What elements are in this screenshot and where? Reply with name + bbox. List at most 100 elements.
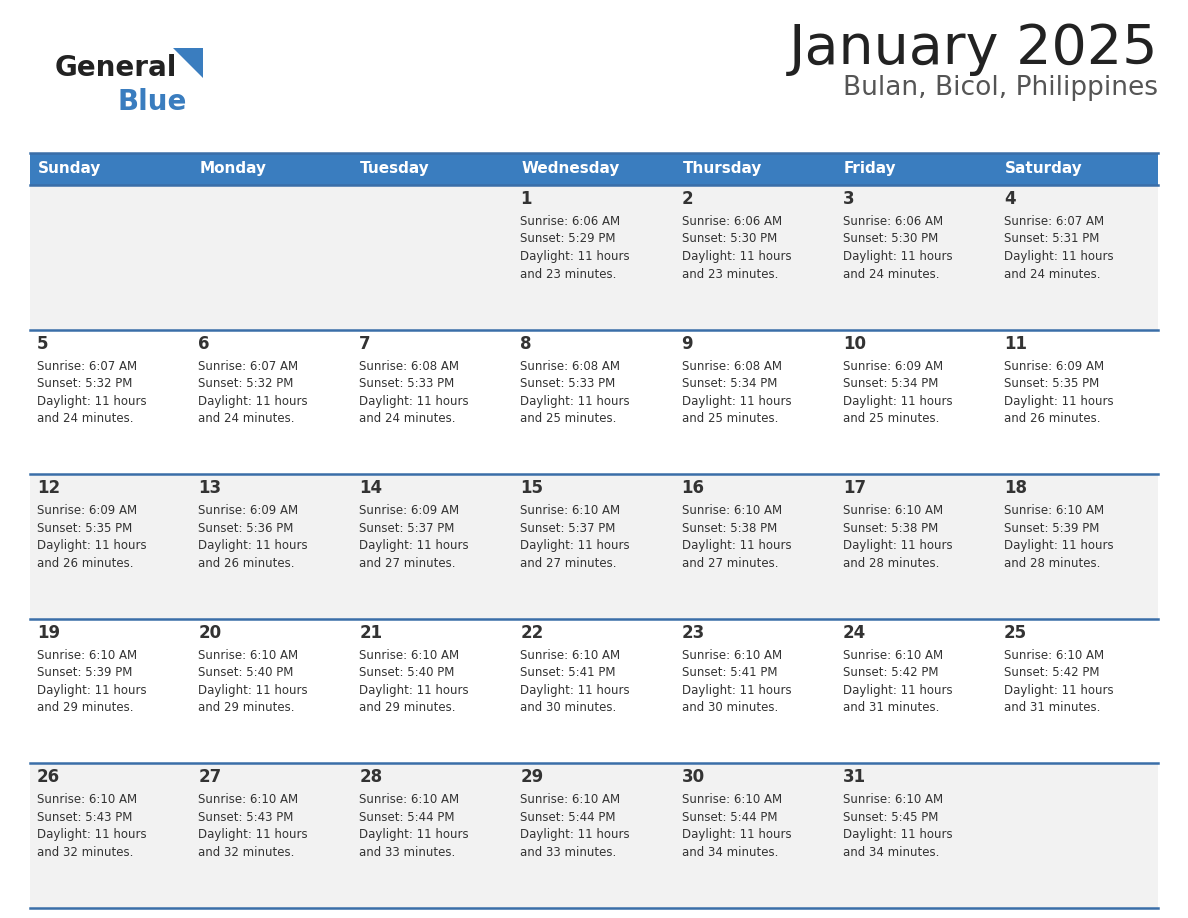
- Text: and 24 minutes.: and 24 minutes.: [198, 412, 295, 425]
- Text: Daylight: 11 hours: Daylight: 11 hours: [842, 828, 953, 842]
- Text: Sunrise: 6:08 AM: Sunrise: 6:08 AM: [682, 360, 782, 373]
- Text: Sunset: 5:44 PM: Sunset: 5:44 PM: [520, 811, 615, 823]
- Text: 27: 27: [198, 768, 221, 787]
- Text: 28: 28: [359, 768, 383, 787]
- Text: Sunrise: 6:09 AM: Sunrise: 6:09 AM: [842, 360, 943, 373]
- Text: Daylight: 11 hours: Daylight: 11 hours: [842, 684, 953, 697]
- Text: 6: 6: [198, 334, 209, 353]
- Text: Sunrise: 6:10 AM: Sunrise: 6:10 AM: [842, 504, 943, 517]
- Bar: [191, 475, 353, 619]
- Text: 22: 22: [520, 624, 544, 642]
- Text: and 33 minutes.: and 33 minutes.: [359, 845, 455, 859]
- Text: and 32 minutes.: and 32 minutes.: [198, 845, 295, 859]
- Text: Daylight: 11 hours: Daylight: 11 hours: [1004, 539, 1113, 553]
- Text: 10: 10: [842, 334, 866, 353]
- Text: Sunrise: 6:10 AM: Sunrise: 6:10 AM: [682, 504, 782, 517]
- Text: and 24 minutes.: and 24 minutes.: [359, 412, 456, 425]
- Text: Sunset: 5:33 PM: Sunset: 5:33 PM: [520, 377, 615, 390]
- Text: Sunrise: 6:09 AM: Sunrise: 6:09 AM: [198, 504, 298, 517]
- Text: Daylight: 11 hours: Daylight: 11 hours: [37, 539, 146, 553]
- Text: and 28 minutes.: and 28 minutes.: [1004, 556, 1100, 570]
- Text: and 24 minutes.: and 24 minutes.: [1004, 267, 1100, 281]
- Text: 19: 19: [37, 624, 61, 642]
- Text: and 26 minutes.: and 26 minutes.: [1004, 412, 1100, 425]
- Text: 9: 9: [682, 334, 693, 353]
- Bar: [835, 185, 997, 330]
- Bar: [353, 330, 513, 475]
- Text: and 24 minutes.: and 24 minutes.: [37, 412, 133, 425]
- Text: Sunset: 5:42 PM: Sunset: 5:42 PM: [842, 666, 939, 679]
- Bar: [513, 185, 675, 330]
- Text: Sunset: 5:31 PM: Sunset: 5:31 PM: [1004, 232, 1099, 245]
- Text: Saturday: Saturday: [1005, 162, 1082, 176]
- Text: Daylight: 11 hours: Daylight: 11 hours: [520, 395, 630, 408]
- Text: 8: 8: [520, 334, 532, 353]
- Text: Sunset: 5:33 PM: Sunset: 5:33 PM: [359, 377, 455, 390]
- Text: Sunrise: 6:07 AM: Sunrise: 6:07 AM: [1004, 215, 1104, 228]
- Bar: [353, 185, 513, 330]
- Bar: [675, 619, 835, 764]
- Bar: [191, 764, 353, 908]
- Text: and 31 minutes.: and 31 minutes.: [842, 701, 939, 714]
- Bar: [835, 764, 997, 908]
- Text: and 23 minutes.: and 23 minutes.: [520, 267, 617, 281]
- Text: and 29 minutes.: and 29 minutes.: [37, 701, 133, 714]
- Text: and 25 minutes.: and 25 minutes.: [842, 412, 939, 425]
- Text: and 26 minutes.: and 26 minutes.: [37, 556, 133, 570]
- Bar: [30, 764, 191, 908]
- Text: Daylight: 11 hours: Daylight: 11 hours: [359, 539, 469, 553]
- Bar: [675, 764, 835, 908]
- Text: Sunrise: 6:10 AM: Sunrise: 6:10 AM: [520, 649, 620, 662]
- Bar: [353, 619, 513, 764]
- Text: Sunrise: 6:09 AM: Sunrise: 6:09 AM: [359, 504, 460, 517]
- Text: Sunset: 5:40 PM: Sunset: 5:40 PM: [359, 666, 455, 679]
- Text: Wednesday: Wednesday: [522, 162, 620, 176]
- Bar: [353, 153, 513, 185]
- Text: 24: 24: [842, 624, 866, 642]
- Bar: [30, 185, 191, 330]
- Text: 7: 7: [359, 334, 371, 353]
- Bar: [675, 153, 835, 185]
- Text: Sunset: 5:43 PM: Sunset: 5:43 PM: [198, 811, 293, 823]
- Text: and 27 minutes.: and 27 minutes.: [359, 556, 456, 570]
- Bar: [835, 475, 997, 619]
- Text: Daylight: 11 hours: Daylight: 11 hours: [37, 684, 146, 697]
- Text: 21: 21: [359, 624, 383, 642]
- Bar: [353, 475, 513, 619]
- Text: 14: 14: [359, 479, 383, 498]
- Text: Sunset: 5:36 PM: Sunset: 5:36 PM: [198, 521, 293, 534]
- Text: Sunset: 5:40 PM: Sunset: 5:40 PM: [198, 666, 293, 679]
- Text: 3: 3: [842, 190, 854, 208]
- Bar: [353, 764, 513, 908]
- Bar: [997, 330, 1158, 475]
- Text: 17: 17: [842, 479, 866, 498]
- Text: 20: 20: [198, 624, 221, 642]
- Text: Daylight: 11 hours: Daylight: 11 hours: [37, 395, 146, 408]
- Text: Sunrise: 6:06 AM: Sunrise: 6:06 AM: [842, 215, 943, 228]
- Text: and 30 minutes.: and 30 minutes.: [682, 701, 778, 714]
- Text: Daylight: 11 hours: Daylight: 11 hours: [520, 539, 630, 553]
- Text: Blue: Blue: [116, 88, 187, 116]
- Text: Daylight: 11 hours: Daylight: 11 hours: [520, 684, 630, 697]
- Bar: [191, 619, 353, 764]
- Text: Sunrise: 6:09 AM: Sunrise: 6:09 AM: [37, 504, 137, 517]
- Bar: [30, 330, 191, 475]
- Text: Sunrise: 6:10 AM: Sunrise: 6:10 AM: [198, 793, 298, 806]
- Text: and 27 minutes.: and 27 minutes.: [520, 556, 617, 570]
- Text: Sunset: 5:43 PM: Sunset: 5:43 PM: [37, 811, 132, 823]
- Text: Sunrise: 6:10 AM: Sunrise: 6:10 AM: [520, 504, 620, 517]
- Text: Sunset: 5:30 PM: Sunset: 5:30 PM: [842, 232, 939, 245]
- Text: Sunrise: 6:08 AM: Sunrise: 6:08 AM: [520, 360, 620, 373]
- Bar: [513, 330, 675, 475]
- Text: 15: 15: [520, 479, 543, 498]
- Text: Sunset: 5:42 PM: Sunset: 5:42 PM: [1004, 666, 1099, 679]
- Text: Sunrise: 6:06 AM: Sunrise: 6:06 AM: [520, 215, 620, 228]
- Text: Sunset: 5:39 PM: Sunset: 5:39 PM: [37, 666, 132, 679]
- Text: and 32 minutes.: and 32 minutes.: [37, 845, 133, 859]
- Text: Daylight: 11 hours: Daylight: 11 hours: [842, 395, 953, 408]
- Text: Sunrise: 6:08 AM: Sunrise: 6:08 AM: [359, 360, 460, 373]
- Text: Sunset: 5:35 PM: Sunset: 5:35 PM: [1004, 377, 1099, 390]
- Bar: [997, 153, 1158, 185]
- Text: and 30 minutes.: and 30 minutes.: [520, 701, 617, 714]
- Polygon shape: [173, 48, 203, 78]
